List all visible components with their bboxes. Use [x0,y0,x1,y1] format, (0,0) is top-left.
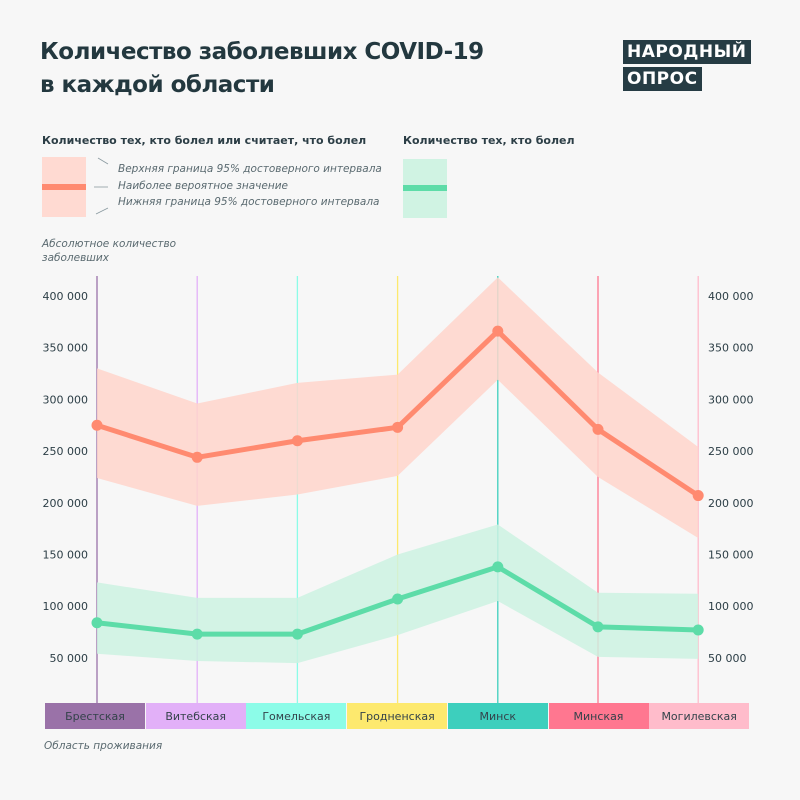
legend-lower-text: Нижняя граница 95% достоверного интервал… [118,196,380,208]
category-label: Минск [447,703,548,729]
legend-red-heading: Количество тех, кто болел или считает, ч… [42,134,367,147]
confidence-band [97,277,699,538]
category-label: Минская [548,703,649,729]
legend-arrows [94,157,109,215]
x-axis-label: Область проживания [44,740,163,752]
data-point [392,593,404,605]
y-tick-label-right: 350 000 [708,342,754,355]
data-point [191,451,203,463]
y-tick-label-left: 300 000 [43,393,89,406]
logo: НАРОДНЫЙ ОПРОС [623,40,751,94]
data-point [692,624,704,636]
category-label: Витебская [145,703,246,729]
legend-green-heading: Количество тех, кто болел [403,134,575,147]
chart-title: Количество заболевших COVID-19 в каждой о… [40,36,484,102]
y-tick-label-right: 400 000 [708,290,754,303]
legend-mid-text: Наиболее вероятное значение [118,180,288,192]
legend-green-line [403,185,447,191]
legend-arrow-upper [97,157,109,165]
legend-red-line [42,184,86,190]
data-point [492,561,504,573]
y-tick-label-right: 300 000 [708,393,754,406]
y-tick-label-left: 400 000 [43,290,89,303]
category-label: Могилевская [649,703,750,729]
data-point [291,628,303,640]
y-tick-label-left: 350 000 [43,342,89,355]
legend-arrow-lower [95,207,109,215]
data-point [291,435,303,447]
title-line-2: в каждой области [40,72,275,98]
y-tick-label-right: 200 000 [708,497,754,510]
logo-line-2: ОПРОС [623,67,702,91]
data-point [91,617,103,629]
category-label: Гомельская [246,703,347,729]
y-tick-label-left: 50 000 [50,652,89,665]
y-tick-label-left: 250 000 [43,445,89,458]
data-point [91,419,103,431]
y-tick-label-left: 100 000 [43,600,89,613]
data-point [592,621,604,633]
data-point [191,628,203,640]
data-point [492,325,504,337]
data-point [692,490,704,502]
y-tick-label-left: 200 000 [43,497,89,510]
y-tick-label-left: 150 000 [43,549,89,562]
data-point [392,421,404,433]
category-label: Брестская [45,703,145,729]
category-label: Гродненская [347,703,448,729]
title-line-1: Количество заболевших COVID-19 [40,39,484,65]
y-tick-label-right: 150 000 [708,549,754,562]
logo-line-1: НАРОДНЫЙ [623,40,751,64]
y-tick-label-right: 250 000 [708,445,754,458]
legend-upper-text: Верхняя граница 95% достоверного интерва… [118,163,382,175]
data-point [592,423,604,435]
y-axis-label: Абсолютное количество заболевших [42,238,177,264]
y-tick-label-right: 100 000 [708,600,754,613]
y-tick-label-right: 50 000 [708,652,747,665]
